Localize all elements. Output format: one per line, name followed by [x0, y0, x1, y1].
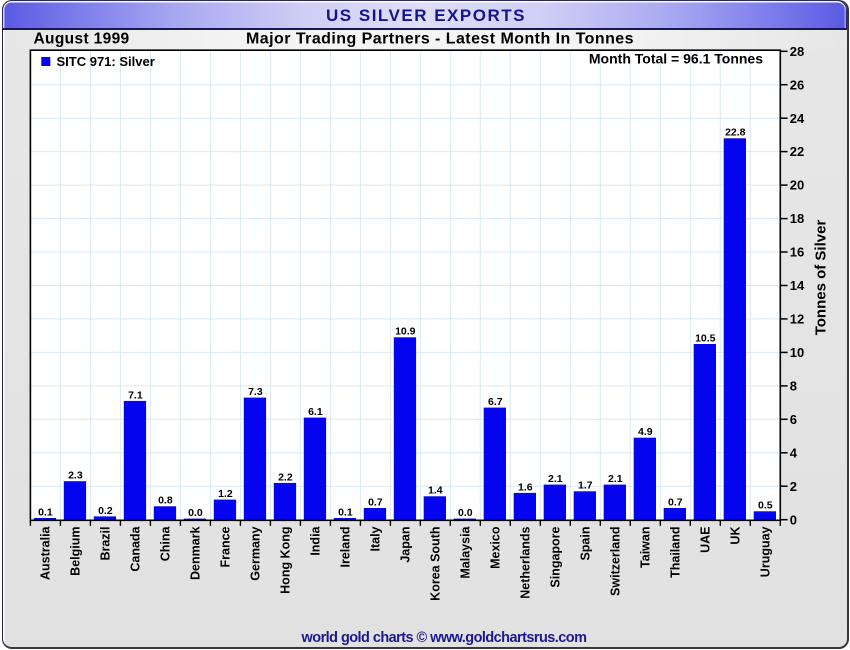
svg-text:India: India — [309, 525, 323, 555]
svg-text:US SILVER EXPORTS: US SILVER EXPORTS — [326, 6, 526, 25]
svg-text:7.3: 7.3 — [248, 386, 263, 398]
svg-text:10.9: 10.9 — [395, 326, 416, 338]
svg-text:2.3: 2.3 — [68, 470, 83, 482]
svg-text:12: 12 — [790, 312, 804, 327]
svg-text:0.1: 0.1 — [338, 506, 353, 518]
svg-text:Singapore: Singapore — [549, 526, 563, 587]
svg-text:16: 16 — [790, 245, 804, 260]
svg-text:Major Trading Partners - Lates: Major Trading Partners - Latest Month In… — [246, 31, 634, 48]
svg-text:August 1999: August 1999 — [34, 30, 130, 47]
svg-text:24: 24 — [790, 111, 805, 126]
svg-text:world gold charts © www.goldch: world gold charts © www.goldchartsrus.co… — [301, 630, 587, 646]
svg-text:China: China — [159, 525, 173, 561]
svg-text:20: 20 — [790, 178, 804, 193]
svg-text:Korea South: Korea South — [429, 527, 443, 601]
svg-text:0.5: 0.5 — [758, 500, 773, 512]
svg-text:UK: UK — [729, 527, 743, 545]
svg-text:0.2: 0.2 — [98, 505, 113, 517]
svg-text:8: 8 — [790, 379, 797, 394]
svg-text:6.1: 6.1 — [308, 406, 323, 418]
svg-text:Spain: Spain — [579, 527, 593, 561]
svg-text:UAE: UAE — [699, 527, 713, 553]
svg-text:0.8: 0.8 — [158, 495, 173, 507]
svg-text:4: 4 — [790, 445, 798, 460]
svg-text:10.5: 10.5 — [695, 332, 716, 344]
svg-text:Tonnes of Silver: Tonnes of Silver — [812, 220, 829, 336]
svg-text:6: 6 — [790, 412, 797, 427]
svg-text:SITC 971: Silver: SITC 971: Silver — [57, 54, 155, 69]
svg-text:Uruguay: Uruguay — [759, 526, 773, 577]
svg-text:0.7: 0.7 — [668, 496, 683, 508]
svg-text:Thailand: Thailand — [669, 527, 683, 578]
svg-text:Germany: Germany — [249, 526, 263, 580]
svg-text:14: 14 — [790, 278, 805, 293]
svg-text:2.1: 2.1 — [548, 473, 563, 485]
svg-text:22.8: 22.8 — [725, 127, 746, 139]
svg-text:Canada: Canada — [129, 525, 143, 571]
svg-text:2.2: 2.2 — [278, 471, 293, 483]
svg-text:2: 2 — [790, 479, 797, 494]
svg-text:France: France — [219, 526, 233, 567]
svg-text:10: 10 — [790, 345, 804, 360]
svg-text:22: 22 — [790, 144, 804, 159]
svg-text:0: 0 — [790, 512, 797, 527]
svg-text:4.9: 4.9 — [638, 426, 653, 438]
svg-text:Japan: Japan — [399, 527, 413, 563]
svg-text:Ireland: Ireland — [339, 527, 353, 568]
svg-text:Taiwan: Taiwan — [639, 527, 653, 568]
svg-text:Hong Kong: Hong Kong — [279, 527, 293, 594]
svg-text:Netherlands: Netherlands — [519, 526, 533, 598]
svg-text:26: 26 — [790, 77, 804, 92]
svg-text:1.6: 1.6 — [518, 481, 533, 493]
svg-text:1.7: 1.7 — [578, 480, 593, 492]
svg-text:28: 28 — [790, 44, 804, 59]
svg-text:1.4: 1.4 — [428, 485, 443, 497]
svg-text:Brazil: Brazil — [99, 527, 113, 561]
svg-text:Mexico: Mexico — [489, 526, 503, 569]
svg-text:Month Total = 96.1 Tonnes: Month Total = 96.1 Tonnes — [589, 51, 763, 67]
svg-text:18: 18 — [790, 211, 804, 226]
svg-text:Switzerland: Switzerland — [609, 527, 623, 596]
svg-text:2.1: 2.1 — [608, 473, 623, 485]
svg-text:Denmark: Denmark — [189, 526, 203, 580]
svg-text:1.2: 1.2 — [218, 488, 233, 500]
svg-text:Italy: Italy — [369, 526, 383, 551]
svg-text:0.0: 0.0 — [458, 507, 473, 519]
svg-text:6.7: 6.7 — [488, 396, 503, 408]
svg-text:7.1: 7.1 — [128, 389, 143, 401]
svg-text:Belgium: Belgium — [69, 527, 83, 576]
svg-text:0.0: 0.0 — [188, 507, 203, 519]
svg-text:Malaysia: Malaysia — [459, 525, 473, 578]
svg-text:Australia: Australia — [39, 525, 53, 580]
svg-text:0.7: 0.7 — [368, 496, 383, 508]
svg-text:0.1: 0.1 — [38, 506, 53, 518]
